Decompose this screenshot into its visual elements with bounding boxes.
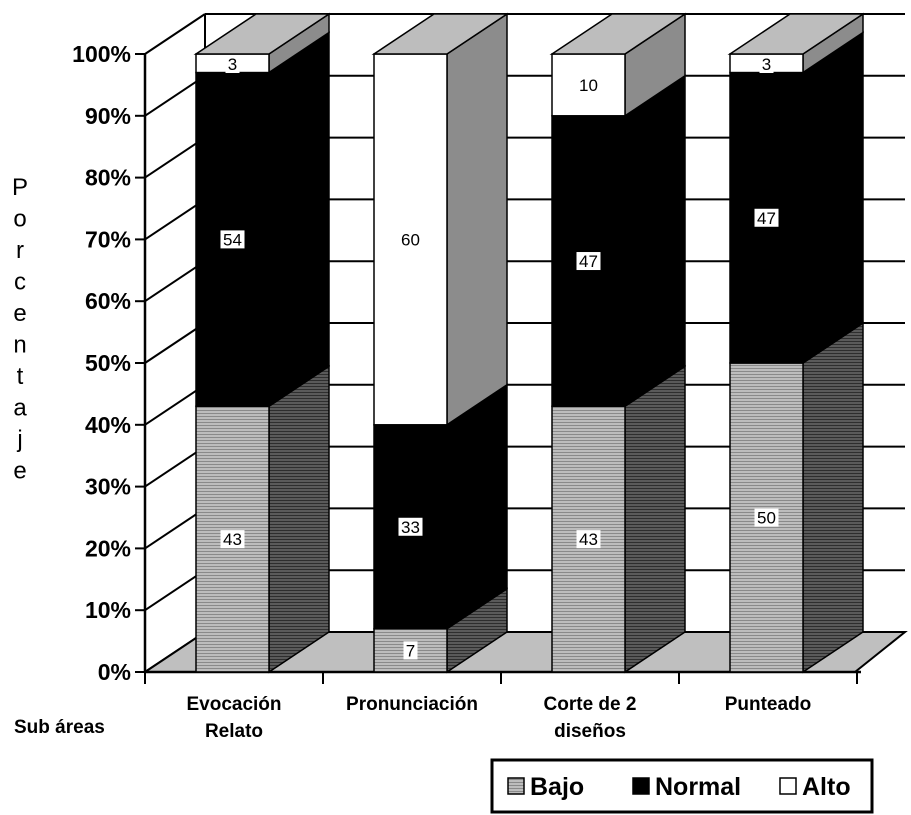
- data-label-bg: [759, 55, 774, 73]
- x-tick-label: Evocación: [186, 694, 281, 715]
- gridline-side: [144, 322, 206, 364]
- data-label-bg: [403, 641, 418, 660]
- legend-swatch-alto: [779, 777, 797, 795]
- y-axis-title-letter: P: [12, 174, 28, 201]
- data-label: 3: [228, 55, 237, 74]
- y-axis-title-letter: n: [13, 332, 26, 359]
- data-labels: 43 54 3 7 33 60 43 47 10 50 47 3: [220, 55, 779, 660]
- y-tick-label: 60%: [85, 288, 131, 314]
- data-label-bg: [754, 208, 779, 227]
- bar-side-normal: [446, 383, 508, 631]
- bar-side-normal: [624, 74, 686, 408]
- x-axis-title: Sub áreas: [14, 717, 105, 738]
- x-tick-label: Punteado: [725, 694, 812, 715]
- data-label: 7: [406, 641, 415, 660]
- data-label-bg: [576, 530, 601, 549]
- x-tick-label: Relato: [205, 721, 263, 742]
- y-axis-title-letter: c: [14, 269, 26, 296]
- data-label: 47: [757, 209, 776, 228]
- y-tick-label: 50%: [85, 350, 131, 376]
- data-label: 33: [401, 518, 420, 537]
- data-label-bg: [398, 517, 423, 536]
- bar-side-normal: [268, 31, 330, 408]
- y-tick-label: 100%: [72, 41, 131, 67]
- gridline-side: [144, 198, 206, 241]
- y-axis-title-letter: t: [17, 363, 24, 390]
- data-label: 50: [757, 509, 776, 528]
- y-axis-title-letter: e: [13, 458, 26, 485]
- bars: [193, 12, 866, 674]
- bar-side-normal: [802, 31, 864, 365]
- data-label-bg: [398, 230, 423, 249]
- data-label-bg: [225, 55, 240, 73]
- gridline-side: [144, 74, 206, 117]
- data-label: 43: [579, 530, 598, 549]
- legend-box: [490, 758, 874, 814]
- y-tick-label: 20%: [85, 535, 131, 561]
- y-tick-label: 10%: [85, 597, 131, 623]
- bar-top: [727, 13, 866, 55]
- legend-swatch-normal: [632, 777, 650, 795]
- data-label-bg: [754, 508, 779, 527]
- gridline-side: [144, 383, 206, 426]
- y-tick-label: 30%: [85, 474, 131, 500]
- bar-top: [193, 13, 332, 55]
- data-label: 3: [762, 55, 771, 74]
- data-label-bg: [576, 75, 601, 94]
- data-label: 10: [579, 76, 598, 95]
- y-axis-title-letter: r: [16, 237, 24, 264]
- legend-label: Normal: [655, 773, 741, 801]
- y-axis-title-letter: a: [13, 395, 27, 422]
- y-tick-label: 40%: [85, 412, 131, 438]
- y-axis-title-letter: o: [13, 206, 26, 233]
- y-axis-title-letter: j: [16, 426, 22, 453]
- y-tick-label: 90%: [85, 103, 131, 129]
- bar-top: [371, 13, 510, 55]
- bar-top: [549, 13, 688, 55]
- legend-swatch-bajo: [507, 777, 525, 795]
- gridline-side: [144, 507, 206, 550]
- gridline-side: [144, 136, 206, 179]
- data-label-bg: [220, 230, 245, 249]
- legend: Bajo Normal Alto: [490, 758, 874, 814]
- data-label-bg: [576, 252, 601, 271]
- tick-labels: 0% 10% 20% 30% 40% 50% 60% 70% 80% 90% 100% Evocaci…: [72, 41, 811, 742]
- data-label: 47: [579, 252, 598, 271]
- x-tick-label: diseños: [554, 721, 626, 742]
- gridline-side: [144, 260, 206, 303]
- x-tick-label: Pronunciación: [346, 694, 478, 715]
- bar-side-alto: [446, 12, 508, 427]
- data-label: 60: [401, 230, 420, 249]
- x-tick-label: Corte de 2: [544, 694, 637, 715]
- y-tick-label: 70%: [85, 226, 131, 252]
- bar-side-bajo: [268, 364, 330, 674]
- data-label: 43: [223, 530, 242, 549]
- gridline-side: [144, 569, 206, 612]
- legend-label: Alto: [802, 773, 851, 801]
- y-tick-label: 0%: [98, 659, 131, 685]
- legend-label: Bajo: [530, 773, 584, 801]
- data-label-bg: [220, 530, 245, 549]
- bar-side-bajo: [624, 364, 686, 674]
- data-label: 54: [223, 230, 242, 249]
- y-tick-label: 80%: [85, 165, 131, 191]
- y-axis-title-letter: e: [13, 300, 26, 327]
- gridline-side: [144, 445, 206, 488]
- bar-side-bajo: [802, 321, 864, 674]
- gridline-side: [144, 13, 206, 55]
